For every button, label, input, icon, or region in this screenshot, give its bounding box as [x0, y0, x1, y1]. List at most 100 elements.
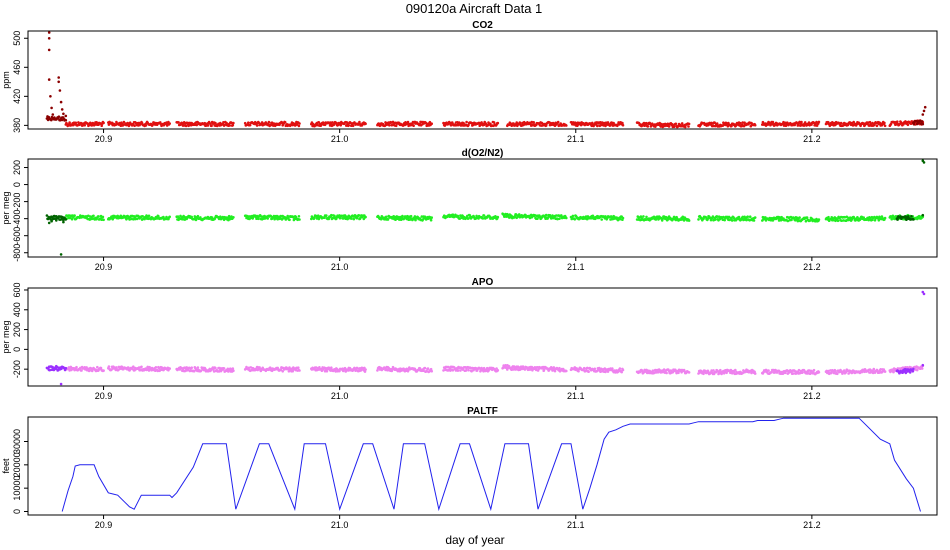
data-segment-co2-6 — [442, 120, 500, 128]
plot-area-co2 — [45, 31, 927, 129]
data-point-co2-1 — [47, 37, 51, 40]
data-point-d-o2-n2-2 — [55, 219, 58, 222]
data-point-apo-0 — [59, 382, 63, 386]
data-segment-d-o2-n2-1 — [107, 214, 171, 221]
x-tick-label-d-o2-n2-1: 21.0 — [331, 262, 349, 272]
data-segment-co2-2 — [175, 120, 235, 128]
data-segment-apo-10 — [635, 368, 691, 375]
figure-title: 090120a Aircraft Data 1 — [406, 1, 543, 16]
data-point-co2-0 — [47, 31, 51, 34]
y-tick-label-paltf-1: 10000 — [12, 476, 22, 501]
y-axis-label-co2: ppm — [1, 71, 11, 89]
x-tick-label-apo-2: 21.1 — [567, 391, 585, 401]
panel-paltf: PALTF feet 20.9 21.0 21.1 21.2 0 10000200003000… — [1, 406, 938, 530]
data-segment-co2-11 — [761, 120, 821, 127]
x-axis-label: day of year — [445, 533, 504, 547]
x-tick-label-paltf-1: 21.0 — [331, 520, 349, 530]
data-segment-d-o2-n2-9 — [569, 214, 625, 222]
data-segment-co2-10 — [697, 121, 757, 128]
y-tick-label-d-o2-n2-5: 200 — [12, 160, 22, 175]
plot-area-d-o2-n2 — [45, 159, 926, 256]
data-point-apo-5 — [921, 363, 925, 367]
x-tick-label-paltf-2: 21.1 — [567, 520, 585, 530]
panel-co2: CO2 ppm 20.9 21.0 21.1 21.2 380 420 460 500 — [1, 20, 938, 144]
data-point-d-o2-n2-6 — [922, 161, 926, 164]
data-point-co2-14 — [921, 113, 925, 116]
y-tick-label-co2-1: 420 — [12, 89, 22, 104]
data-segment-apo-8 — [506, 364, 568, 373]
y-tick-label-apo-0: -200 — [12, 360, 22, 378]
data-point-co2-5 — [50, 106, 53, 110]
data-segment-d-o2-n2-6 — [442, 213, 500, 221]
data-segment-dark-d-o2-n2-0 — [45, 214, 68, 222]
data-segment-apo-6 — [442, 365, 500, 373]
y-tick-label-apo-1: 0 — [12, 347, 22, 352]
data-segment-d-o2-n2-3 — [243, 214, 301, 222]
data-segment-apo-11 — [697, 368, 757, 376]
y-tick-label-d-o2-n2-2: -400 — [12, 210, 22, 228]
x-tick-label-apo-1: 21.0 — [331, 391, 349, 401]
y-tick-label-co2-2: 460 — [12, 60, 22, 75]
y-tick-label-d-o2-n2-1: -600 — [12, 227, 22, 245]
y-tick-label-paltf-3: 30000 — [12, 429, 22, 454]
x-tick-label-co2-0: 20.9 — [95, 134, 113, 144]
panel-title-d-o2-n2: d(O2/N2) — [462, 148, 504, 159]
data-segment-co2-7 — [506, 120, 568, 128]
data-point-d-o2-n2-4 — [62, 220, 65, 224]
x-tick-label-apo-0: 20.9 — [95, 391, 113, 401]
data-point-apo-4 — [922, 292, 926, 296]
y-tick-label-d-o2-n2-3: -200 — [12, 193, 22, 211]
data-segment-d-o2-n2-8 — [506, 212, 568, 221]
data-point-co2-12 — [62, 112, 65, 116]
data-segment-d-o2-n2-4 — [310, 213, 367, 221]
x-tick-label-co2-3: 21.2 — [803, 134, 821, 144]
data-segment-co2-5 — [376, 120, 434, 128]
data-point-co2-9 — [58, 89, 62, 92]
data-segment-co2-3 — [243, 120, 301, 128]
data-point-d-o2-n2-7 — [921, 213, 925, 217]
x-tick-label-paltf-3: 21.2 — [803, 520, 821, 530]
data-segment-co2-8 — [569, 121, 625, 128]
data-point-co2-2 — [47, 48, 51, 52]
data-point-co2-11 — [60, 108, 64, 111]
data-segment-apo-0 — [64, 365, 105, 373]
data-segment-apo-5 — [376, 365, 434, 374]
data-segment-co2-12 — [824, 120, 887, 128]
y-tick-label-apo-4: 600 — [12, 282, 22, 297]
data-segment-apo-1 — [107, 365, 171, 373]
y-tick-label-paltf-0: 0 — [12, 509, 22, 514]
x-tick-label-d-o2-n2-2: 21.1 — [567, 262, 585, 272]
y-tick-label-d-o2-n2-0: -800 — [12, 244, 22, 262]
data-segment-apo-7 — [501, 364, 509, 370]
y-tick-label-d-o2-n2-4: 0 — [12, 182, 22, 187]
data-segment-d-o2-n2-13 — [824, 215, 887, 223]
data-segment-dark-apo-0 — [45, 365, 68, 372]
data-segment-d-o2-n2-0 — [64, 214, 105, 222]
data-point-co2-10 — [59, 100, 63, 104]
data-segment-dark-apo-1 — [895, 367, 915, 375]
data-point-co2-6 — [51, 113, 55, 116]
x-tick-label-d-o2-n2-0: 20.9 — [95, 262, 113, 272]
plot-frame-d-o2-n2 — [27, 158, 938, 258]
panel-title-co2: CO2 — [472, 20, 493, 31]
data-segment-co2-9 — [635, 121, 691, 129]
plot-area-apo — [45, 290, 926, 386]
data-point-co2-15 — [922, 109, 926, 113]
data-point-co2-7 — [57, 76, 60, 79]
data-point-co2-13 — [64, 114, 68, 118]
data-point-apo-1 — [47, 365, 51, 369]
data-point-d-o2-n2-3 — [59, 253, 63, 256]
data-segment-co2-0 — [64, 120, 105, 128]
series-line-paltf-0 — [61, 417, 921, 512]
plot-frame-co2 — [27, 30, 938, 130]
data-segment-dark-co2-1 — [912, 119, 925, 126]
data-segment-d-o2-n2-2 — [175, 214, 235, 222]
y-tick-label-paltf-2: 20000 — [12, 452, 22, 477]
panel-title-paltf: PALTF — [467, 406, 498, 417]
data-segment-dark-d-o2-n2-1 — [895, 215, 915, 221]
y-tick-label-apo-2: 200 — [12, 322, 22, 337]
y-axis-label-d-o2-n2: per meg — [1, 191, 11, 224]
data-point-co2-8 — [57, 80, 60, 84]
